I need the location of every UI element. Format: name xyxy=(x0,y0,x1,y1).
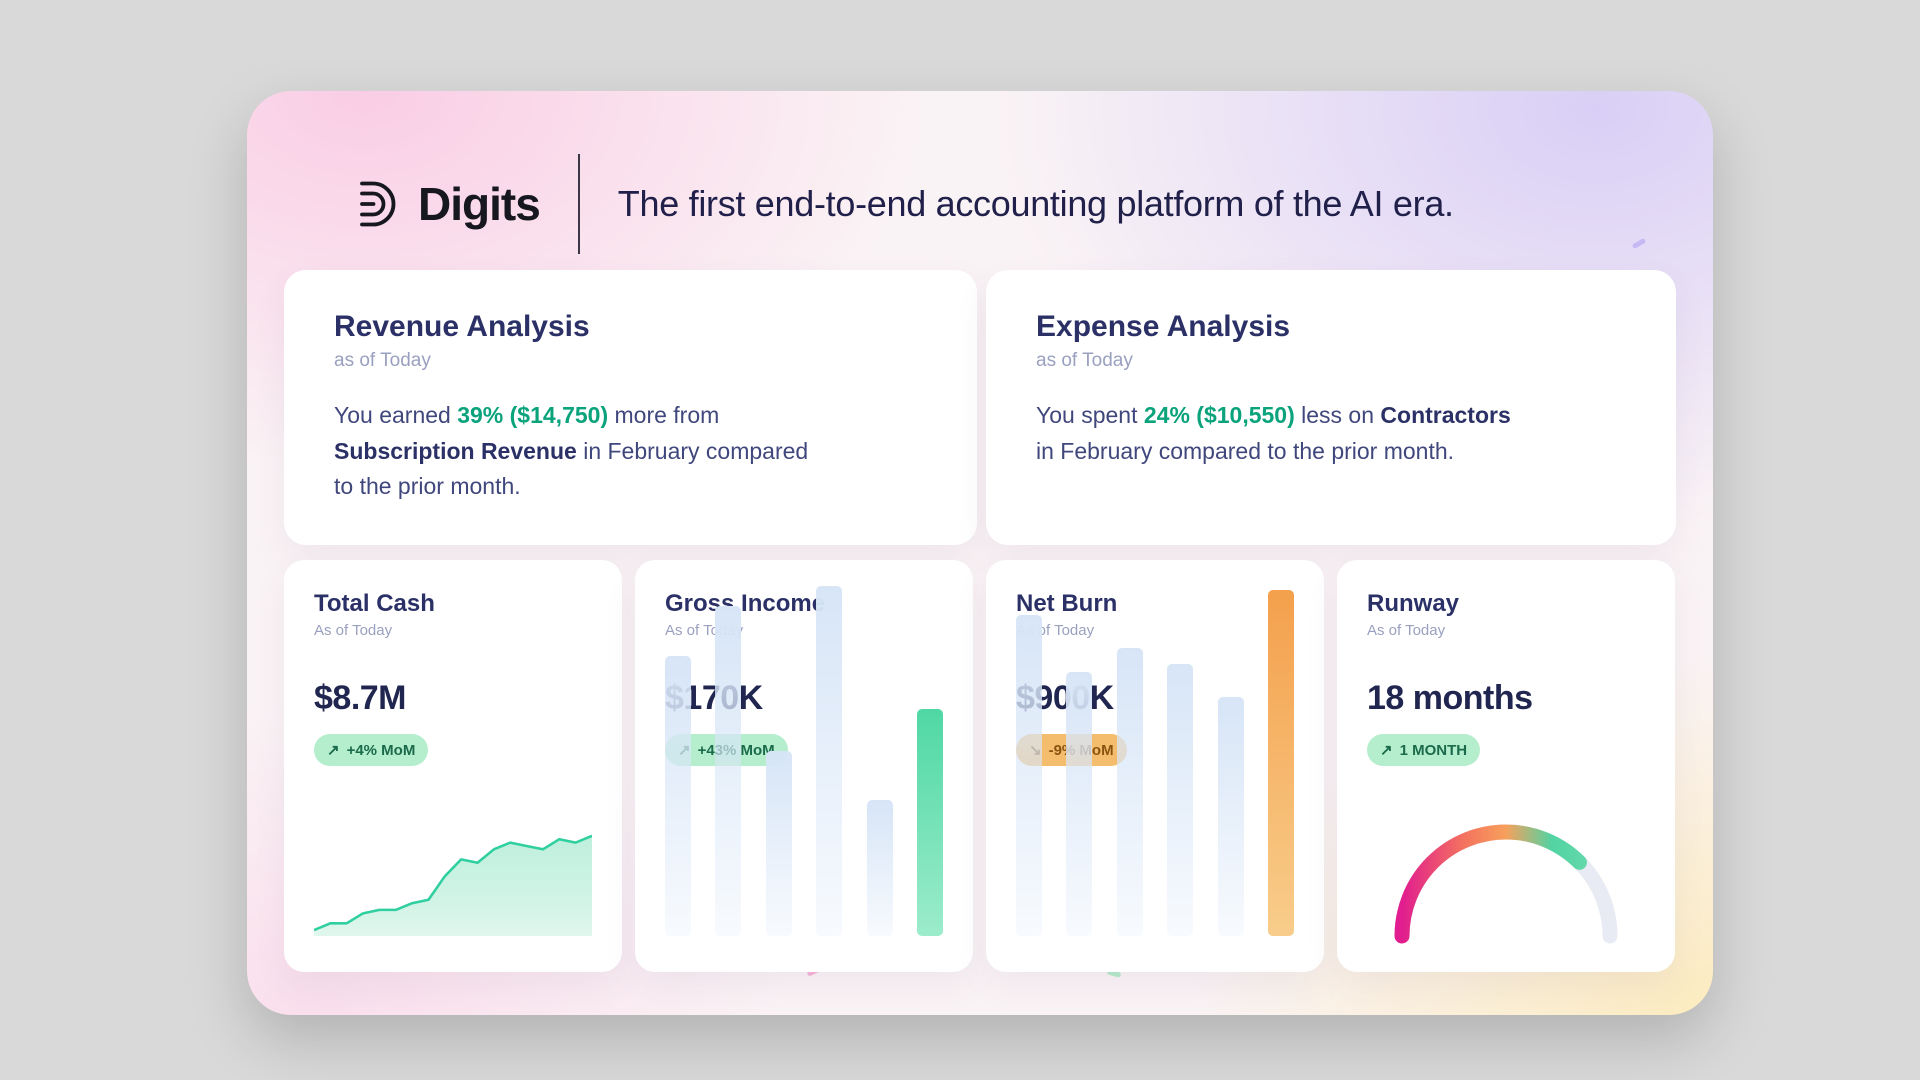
brand-name: Digits xyxy=(418,178,541,230)
hero-panel: Digits The first end-to-end accounting p… xyxy=(247,91,1713,1015)
confetti-piece xyxy=(1631,237,1647,250)
header-divider xyxy=(577,154,580,254)
gross-income-bars xyxy=(665,524,943,936)
badge-label: 1 MONTH xyxy=(1399,741,1468,759)
insight-text: You earned 39% ($14,750) more from Subsc… xyxy=(334,402,809,500)
runway-card: Runway As of Today 18 months ↗ 1 MONTH xyxy=(1337,560,1675,972)
trend-badge: ↗ +4% MoM xyxy=(314,734,429,766)
kpi-value: 18 months xyxy=(1367,679,1533,717)
kpi-title: Net Burn xyxy=(1016,590,1118,617)
header: Digits The first end-to-end accounting p… xyxy=(347,149,1454,259)
kpi-subtitle: As of Today xyxy=(1367,622,1446,639)
card-subtitle: as of Today xyxy=(334,350,431,371)
trend-arrow-icon: ↗ xyxy=(1380,742,1393,759)
kpi-title: Gross Income xyxy=(665,590,826,617)
card-title: Revenue Analysis xyxy=(334,310,590,343)
digits-logo-icon xyxy=(360,181,396,227)
insight-text: You spent 24% ($10,550) less on Contract… xyxy=(1036,402,1511,464)
expense-analysis-card: Expense Analysis as of Today You spent 2… xyxy=(986,270,1676,545)
trend-arrow-icon: ↗ xyxy=(327,742,340,759)
kpi-title: Runway xyxy=(1367,590,1460,617)
kpi-value: $8.7M xyxy=(314,679,407,717)
kpi-subtitle: As of Today xyxy=(314,622,393,639)
kpi-row: Total Cash As of Today $8.7M ↗ +4% MoM xyxy=(284,560,1675,972)
trend-badge: ↗ 1 MONTH xyxy=(1367,734,1481,766)
kpi-title: Total Cash xyxy=(314,590,435,617)
badge-label: +4% MoM xyxy=(346,741,416,759)
card-title: Expense Analysis xyxy=(1036,310,1291,343)
card-subtitle: as of Today xyxy=(1036,350,1133,371)
total-cash-sparkline xyxy=(314,828,592,936)
total-cash-card: Total Cash As of Today $8.7M ↗ +4% MoM xyxy=(284,560,622,972)
net-burn-card: Net Burn As of Today $900K ↘ -9% MoM xyxy=(986,560,1324,972)
revenue-analysis-card: Revenue Analysis as of Today You earned … xyxy=(284,270,977,545)
net-burn-bars xyxy=(1016,524,1294,936)
tagline: The first end-to-end accounting platform… xyxy=(617,183,1454,224)
gross-income-card: Gross Income As of Today $170K ↗ +43% Mo… xyxy=(635,560,973,972)
analysis-row: Revenue Analysis as of Today You earned … xyxy=(284,270,1676,545)
runway-gauge xyxy=(1367,804,1645,944)
